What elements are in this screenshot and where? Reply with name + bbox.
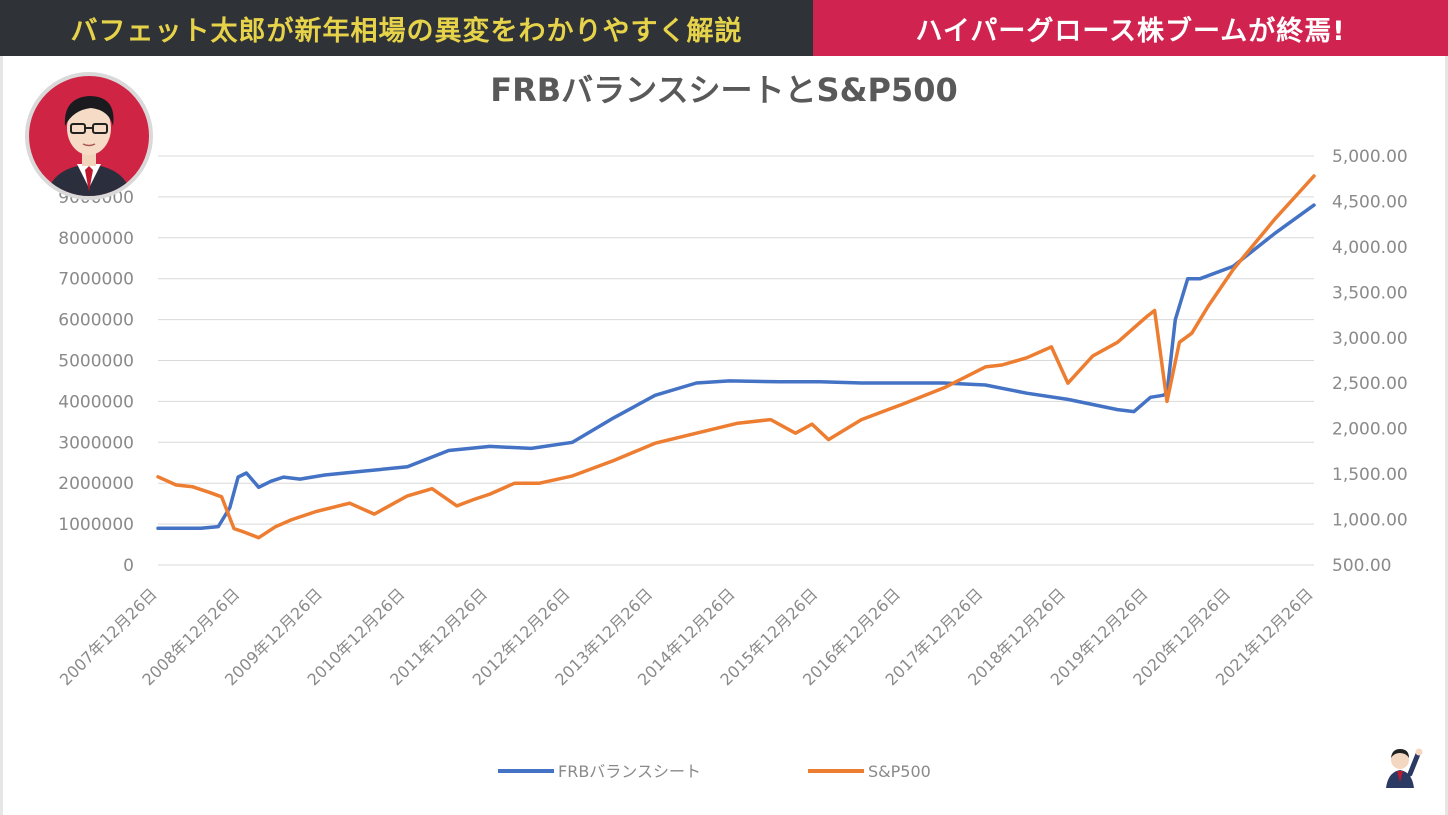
frb-series-line [156,203,1316,530]
left-tick-label: 5000000 [58,352,134,372]
mascot-icon [1378,742,1426,788]
x-axis-ticks: 2007年12月26日2008年12月26日2009年12月26日2010年12… [56,584,1317,689]
left-axis-ticks: 0 1000000 2000000 3000000 4000000 5000000 6000… [58,188,134,576]
header-right-title: ハイパーグロース株ブームが終焉! [915,15,1346,47]
legend: FRBバランスシート S&P500 [498,762,931,781]
right-tick-label: 4,000.00 [1332,238,1408,258]
left-tick-label: 3000000 [58,433,134,453]
right-tick-label: 5,000.00 [1332,147,1408,167]
right-tick-label: 500.00 [1332,556,1391,576]
avatar [25,72,153,200]
right-tick-label: 2,500.00 [1332,374,1408,394]
right-tick-label: 4,500.00 [1332,192,1408,212]
header-left-title: バフェット太郎が新年相場の異変をわかりやすく解説 [70,15,743,47]
right-tick-label: 1,000.00 [1332,511,1408,531]
left-tick-label: 1000000 [58,515,134,535]
header-banner-right: ハイパーグロース株ブームが終焉! [813,0,1448,56]
gridlines [158,155,1314,566]
left-tick-label: 2000000 [58,474,134,494]
series-lines [156,174,1316,540]
sp500-series-line [156,174,1316,540]
left-tick-label: 6000000 [58,311,134,331]
chart-title: FRBバランスシートとS&P500 [490,71,957,109]
left-tick-label: 7000000 [58,270,134,290]
right-tick-label: 2,000.00 [1332,420,1408,440]
left-tick-label: 4000000 [58,392,134,412]
right-tick-label: 1,500.00 [1332,465,1408,485]
left-tick-label: 8000000 [58,229,134,249]
right-tick-label: 3,500.00 [1332,283,1408,303]
left-tick-label: 0 [123,556,134,576]
right-tick-label: 3,000.00 [1332,329,1408,349]
header-banner-left: バフェット太郎が新年相場の異変をわかりやすく解説 [0,0,813,56]
right-axis-ticks: 500.00 1,000.00 1,500.00 2,000.00 2,500.00 3,… [1332,147,1408,576]
legend-label: S&P500 [868,762,931,781]
line-chart: FRBバランスシートとS&P500 0 1000000 2000000 3000000… [56,71,1408,781]
chart-frame [0,56,1448,815]
legend-label: FRBバランスシート [558,762,701,781]
